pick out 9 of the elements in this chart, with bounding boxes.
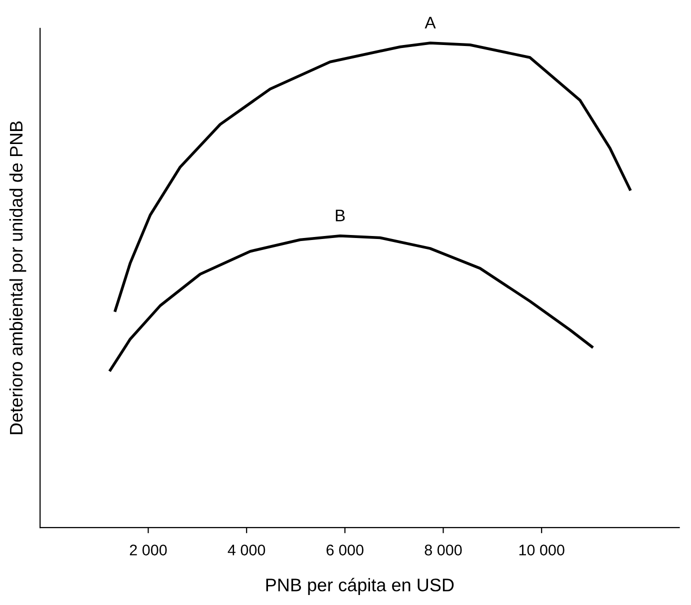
y-axis-title: Deterioro ambiental por unidad de PNB: [9, 121, 26, 434]
x-tick-label: 8 000: [424, 544, 462, 556]
series-label: B: [336, 210, 345, 222]
x-axis-title: PNB per cápita en USD: [266, 578, 454, 595]
series-label: A: [424, 16, 436, 28]
x-tick-label: 2 000: [130, 544, 167, 556]
x-tick-label: 10 000: [519, 544, 564, 556]
x-tick-label: 6 000: [326, 544, 364, 556]
x-tick-label: 4 000: [228, 544, 266, 556]
